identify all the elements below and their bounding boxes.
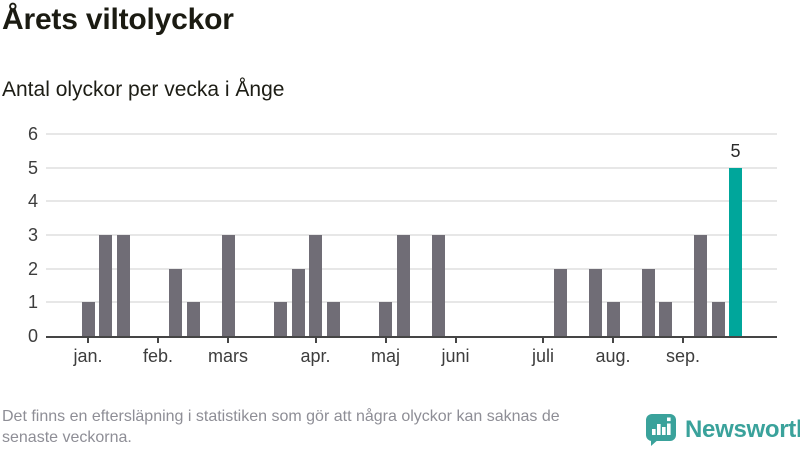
x-axis-tick-aug — [612, 338, 614, 343]
bar-week-14 — [309, 235, 322, 336]
gridline-4 — [46, 200, 777, 203]
highlight-value-label: 5 — [730, 140, 741, 161]
y-axis: 0 1 2 3 4 5 6 — [0, 125, 38, 345]
bar-week-31 — [606, 302, 620, 336]
x-axis-label-juli: juli — [531, 346, 555, 366]
bar-week-3 — [116, 235, 130, 336]
x-axis-label-juni: juni — [441, 346, 470, 366]
bar-week-18 — [379, 302, 392, 336]
y-axis-label-2: 2 — [27, 258, 38, 279]
y-axis-label-5: 5 — [27, 157, 38, 178]
plot-area: 5 jan. feb. mars apr. maj juni juli aug. sep. — [46, 133, 777, 366]
x-axis-tick-mars — [227, 338, 229, 343]
bar-week-21 — [431, 235, 445, 336]
x-axis-label-sep: sep. — [665, 346, 701, 366]
gridline-5 — [46, 166, 777, 169]
x-axis-label-feb: feb. — [142, 346, 174, 366]
newsworthy-logo: Newsworthy — [645, 413, 800, 447]
bar-week-7 — [186, 302, 200, 336]
x-axis-label-mars: mars — [208, 346, 248, 366]
bar-week-9 — [221, 235, 235, 336]
bar-week-34 — [659, 302, 672, 336]
x-axis-tick-juli — [542, 338, 544, 343]
chart-subtitle: Antal olyckor per vecka i Ånge — [2, 78, 285, 101]
bar-week-36 — [694, 235, 707, 336]
y-axis-label-4: 4 — [27, 191, 38, 212]
footnote: Det finns en eftersläpning i statistiken… — [2, 406, 560, 448]
bar-week-30 — [589, 268, 602, 336]
bar-week-19 — [396, 235, 410, 336]
x-axis-tick-apr — [314, 338, 317, 343]
footnote-line-2: senaste veckorna. — [2, 429, 132, 446]
bar-week-12 — [274, 302, 287, 336]
x-axis-label-maj: maj — [370, 346, 401, 366]
y-axis-label-1: 1 — [27, 292, 38, 313]
bar-week-15 — [326, 302, 340, 336]
newsworthy-bubble-chart-icon — [645, 413, 678, 447]
bar-week-2 — [99, 235, 112, 336]
newsworthy-wordmark: Newsworthy — [685, 416, 800, 443]
gridline-1 — [46, 301, 777, 304]
x-axis-tick-jan — [87, 338, 89, 343]
page-title: Årets viltolyckor — [2, 3, 234, 36]
gridline-6 — [46, 133, 777, 135]
bar-week-6 — [169, 268, 182, 336]
gridline-2 — [46, 267, 777, 270]
bar-week-38-highlighted — [729, 167, 742, 336]
y-axis-label-0: 0 — [27, 326, 38, 346]
x-axis-label-aug: aug. — [595, 346, 631, 366]
x-axis-tick-sep — [682, 338, 684, 343]
x-axis-tick-maj — [384, 338, 387, 343]
y-axis-label-6: 6 — [27, 124, 38, 144]
x-axis-tick-feb — [157, 338, 159, 343]
x-axis-tick-juni — [454, 338, 457, 343]
bar-week-13 — [291, 268, 305, 336]
bar-week-33 — [641, 268, 655, 336]
footnote-line-1: Det finns en eftersläpning i statistiken… — [2, 408, 560, 425]
gridline-3 — [46, 234, 777, 236]
bar-week-28 — [554, 268, 567, 336]
bar-week-1 — [81, 302, 95, 336]
y-axis-label-3: 3 — [27, 225, 38, 245]
x-axis-label-jan: jan. — [73, 346, 103, 366]
x-axis-label-apr: apr. — [300, 346, 331, 366]
bar-week-37 — [711, 302, 725, 336]
